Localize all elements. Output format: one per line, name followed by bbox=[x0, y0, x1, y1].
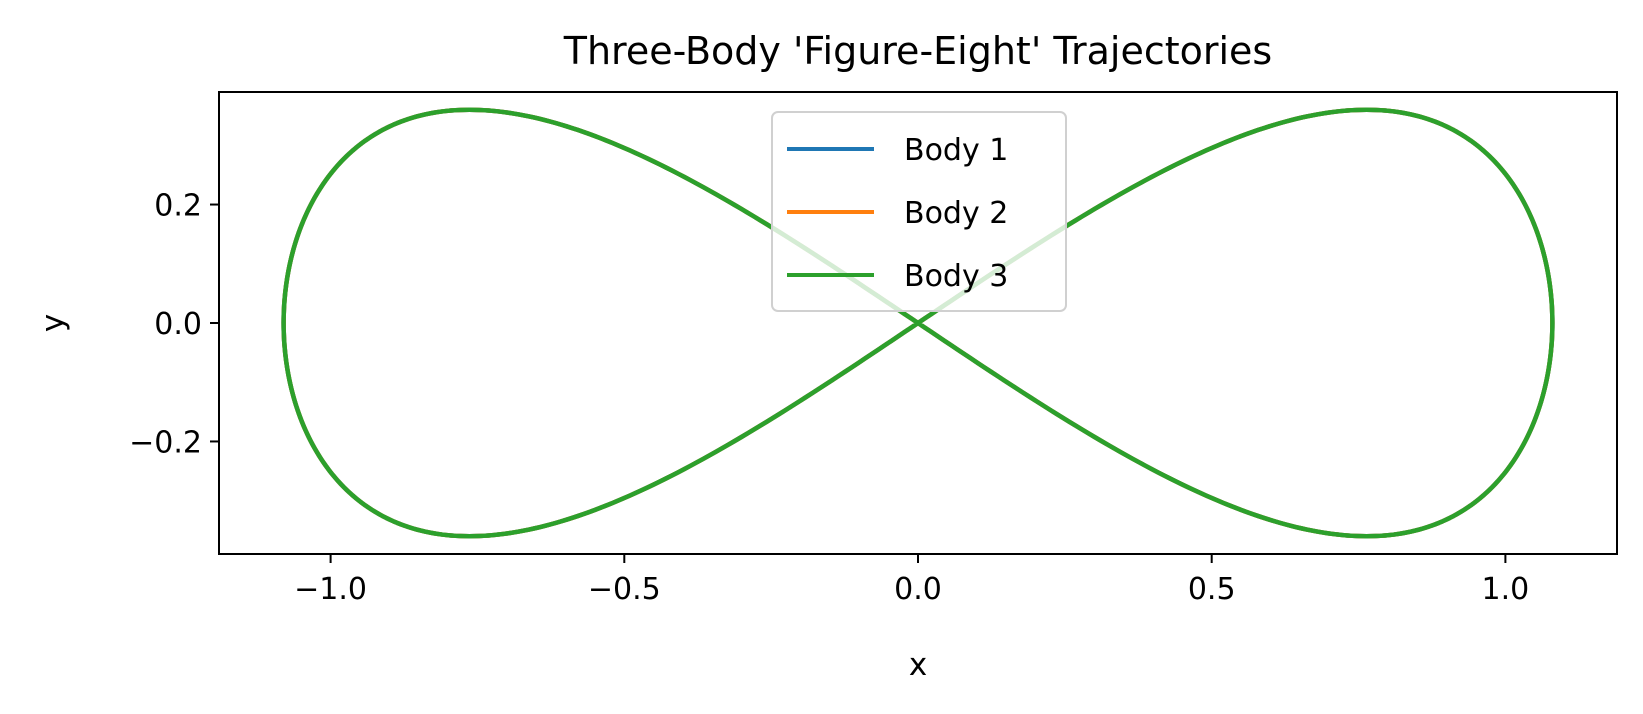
legend-box bbox=[771, 111, 1067, 312]
legend: Body 1 Body 2 Body 3 bbox=[771, 111, 1067, 312]
x-tick-label: 0.5 bbox=[1188, 572, 1236, 607]
series-line-body-3 bbox=[281, 107, 1555, 539]
x-tick-label: −1.0 bbox=[294, 572, 367, 607]
y-axis-label: y bbox=[35, 314, 71, 332]
x-tick-label: 0.0 bbox=[894, 572, 942, 607]
legend-label-body-1: Body 1 bbox=[904, 133, 1008, 168]
chart-title: Three-Body 'Figure-Eight' Trajectories bbox=[563, 29, 1272, 73]
legend-label-body-2: Body 2 bbox=[904, 196, 1008, 231]
x-tick-label: 1.0 bbox=[1482, 572, 1530, 607]
y-tick-label: 0.0 bbox=[154, 307, 202, 342]
series-layer bbox=[281, 107, 1555, 539]
x-axis-label: x bbox=[909, 647, 927, 683]
y-axis: −0.2 0.0 0.2 bbox=[129, 189, 219, 460]
y-tick-label: 0.2 bbox=[154, 189, 202, 224]
x-tick-label: −0.5 bbox=[588, 572, 661, 607]
legend-label-body-3: Body 3 bbox=[904, 259, 1008, 294]
y-tick-label: −0.2 bbox=[129, 425, 202, 460]
x-axis: −1.0 −0.5 0.0 0.5 1.0 bbox=[294, 554, 1529, 607]
